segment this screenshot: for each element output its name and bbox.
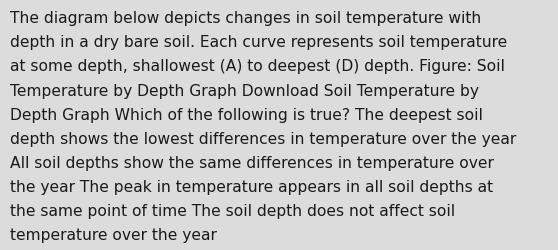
Text: the year The peak in temperature appears in all soil depths at: the year The peak in temperature appears… — [10, 179, 493, 194]
Text: Depth Graph Which of the following is true? The deepest soil: Depth Graph Which of the following is tr… — [10, 107, 483, 122]
Text: Temperature by Depth Graph Download Soil Temperature by: Temperature by Depth Graph Download Soil… — [10, 83, 479, 98]
Text: at some depth, shallowest (A) to deepest (D) depth. Figure: Soil: at some depth, shallowest (A) to deepest… — [10, 59, 505, 74]
Text: All soil depths show the same differences in temperature over: All soil depths show the same difference… — [10, 155, 494, 170]
Text: The diagram below depicts changes in soil temperature with: The diagram below depicts changes in soi… — [10, 11, 482, 26]
Text: depth shows the lowest differences in temperature over the year: depth shows the lowest differences in te… — [10, 131, 516, 146]
Text: the same point of time The soil depth does not affect soil: the same point of time The soil depth do… — [10, 203, 455, 218]
Text: temperature over the year: temperature over the year — [10, 227, 217, 242]
Text: depth in a dry bare soil. Each curve represents soil temperature: depth in a dry bare soil. Each curve rep… — [10, 35, 507, 50]
